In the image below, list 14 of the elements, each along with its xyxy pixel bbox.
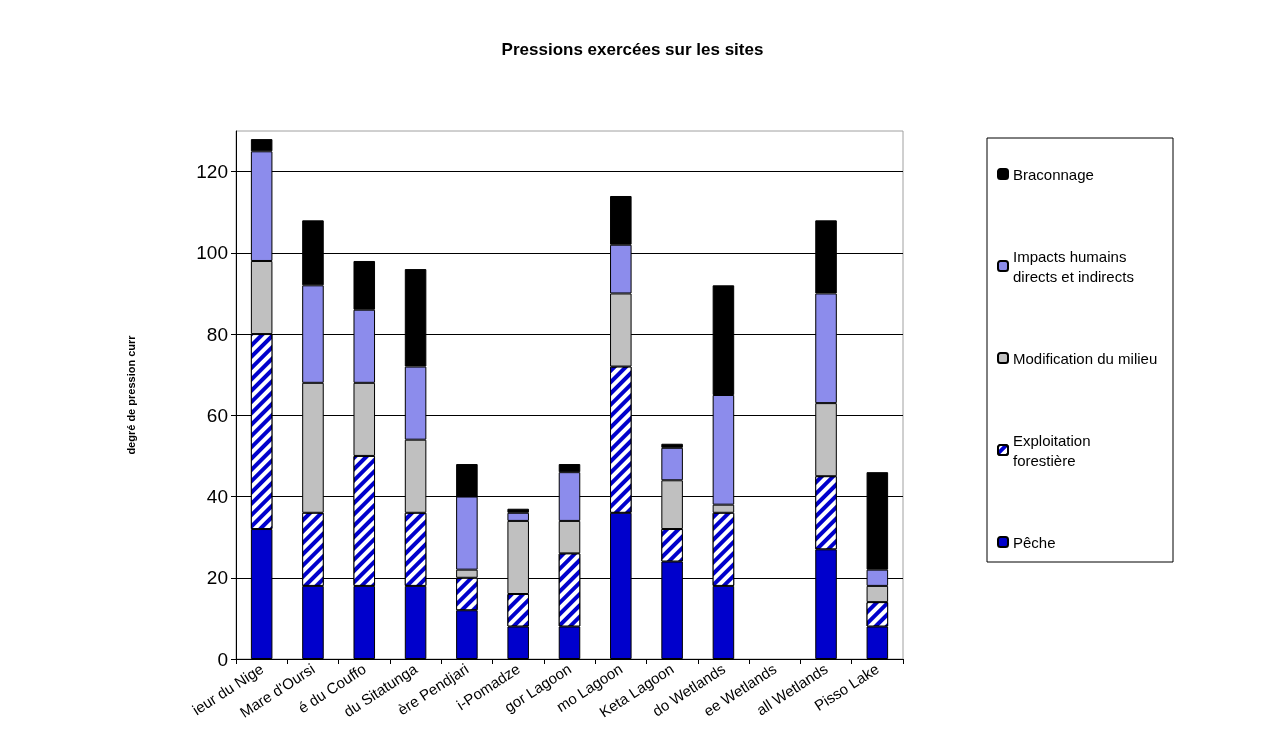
legend-label: Exploitation forestière [1013, 431, 1095, 469]
y-tick-label: 80 [206, 323, 228, 345]
y-tick-label: 0 [217, 648, 228, 670]
y-tick-label: 100 [196, 242, 228, 264]
legend-label: Impacts humains directs et indirects [1013, 247, 1134, 285]
legend-label: Braconnage [1013, 165, 1094, 183]
y-axis-title: degré de pression curr [124, 334, 137, 455]
y-tick-label: 120 [196, 161, 228, 183]
chart-title: Pressions exercées sur les sites [501, 40, 764, 59]
legend-label: Modification du milieu [1013, 349, 1158, 367]
y-tick-label: 40 [206, 486, 228, 508]
y-tick-label: 20 [206, 567, 228, 589]
legend-label: Pêche [1013, 533, 1056, 551]
y-tick-label: 60 [206, 404, 228, 426]
